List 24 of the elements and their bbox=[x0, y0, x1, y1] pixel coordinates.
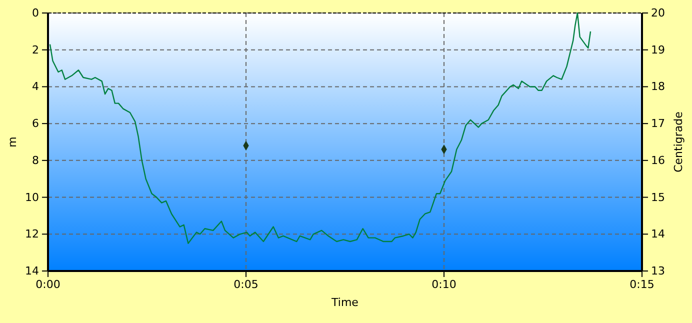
y2-tick-label: 15 bbox=[651, 190, 665, 204]
x-tick-label: 0:00 bbox=[36, 278, 60, 291]
x-tick-label: 0:05 bbox=[234, 278, 258, 291]
y-tick-label: 6 bbox=[32, 117, 39, 130]
y2-tick-label: 13 bbox=[651, 264, 665, 278]
y-tick-label: 12 bbox=[25, 228, 39, 241]
x-tick-label: 0:10 bbox=[432, 278, 456, 291]
line-series bbox=[49, 12, 592, 244]
y-tick-label: 14 bbox=[25, 264, 39, 278]
y-tick-label: 2 bbox=[32, 43, 39, 56]
y-axis-title: m bbox=[6, 136, 19, 148]
y-tick-label: 10 bbox=[25, 190, 39, 204]
y-tick-label: 4 bbox=[32, 80, 39, 94]
y2-tick-label: 18 bbox=[651, 80, 665, 94]
y2-tick-label: 17 bbox=[651, 117, 665, 130]
y2-tick-label: 16 bbox=[651, 154, 665, 167]
x-axis-title: Time bbox=[330, 296, 359, 309]
y2-tick-label: 14 bbox=[651, 228, 665, 241]
y-tick-label: 0 bbox=[32, 6, 39, 20]
y2-tick-label: 20 bbox=[651, 6, 665, 20]
x-tick-label: 0:15 bbox=[630, 278, 654, 291]
y-tick-label: 8 bbox=[32, 154, 39, 167]
y2-tick-label: 19 bbox=[651, 43, 665, 56]
y2-axis-title: Centigrade bbox=[672, 111, 685, 172]
